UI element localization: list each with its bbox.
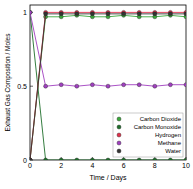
- series-point: [168, 83, 172, 87]
- plot-frame: [30, 5, 186, 160]
- series-line: [30, 12, 186, 86]
- series-point: [106, 12, 110, 16]
- series-point: [90, 83, 94, 87]
- series-point: [153, 84, 157, 88]
- legend-marker: [117, 133, 121, 137]
- legend-box: [113, 113, 183, 157]
- chart: 0 2 4 6 8 10 0 0.5 1 Time / Days Exhaust Gas Compo…: [0, 0, 193, 189]
- x-tick-label: 4: [90, 162, 94, 169]
- x-tick-label: 6: [122, 162, 126, 169]
- series-point: [184, 83, 186, 87]
- series-point: [30, 10, 32, 14]
- legend-marker: [117, 125, 121, 129]
- legend-marker: [117, 117, 121, 121]
- plot-data: [30, 10, 186, 160]
- series-point: [168, 158, 172, 160]
- x-axis-label: Time / Days: [89, 174, 127, 182]
- series-point: [153, 158, 157, 160]
- series-point: [153, 12, 157, 16]
- series-point: [122, 83, 126, 87]
- x-tick-label: 10: [182, 162, 190, 169]
- series-point: [184, 12, 186, 16]
- series-point: [59, 158, 63, 160]
- series-line: [30, 15, 186, 160]
- y-tick: [30, 86, 33, 87]
- series-point: [59, 83, 63, 87]
- series-point: [30, 10, 32, 14]
- series-point: [122, 158, 126, 160]
- series-point: [30, 158, 32, 160]
- legend-label: Hydrogen: [155, 132, 181, 138]
- series-point: [44, 84, 48, 88]
- legend-label: Carbon Dioxide: [140, 116, 182, 122]
- series-point: [75, 158, 79, 160]
- y-tick-label: 0.5: [17, 83, 27, 90]
- legend-label: Methane: [158, 140, 182, 146]
- legend-marker: [117, 141, 121, 145]
- series-point: [137, 12, 141, 16]
- series-point: [137, 83, 141, 87]
- x-tick-label: 8: [153, 162, 157, 169]
- series-point: [90, 12, 94, 16]
- series-line: [30, 12, 186, 160]
- y-axis-label: Exhaust Gas Composition / Moles: [4, 33, 12, 132]
- series-point: [122, 12, 126, 16]
- y-tick-label: 1: [23, 9, 27, 16]
- series-line: [30, 14, 186, 160]
- series-point: [137, 158, 141, 160]
- series-point: [90, 158, 94, 160]
- legend-marker: [117, 149, 121, 153]
- legend-label: Carbon Monoxide: [134, 124, 182, 130]
- x-tick-label: 2: [59, 162, 63, 169]
- series-point: [59, 12, 63, 16]
- series-point: [44, 12, 48, 16]
- series-point: [30, 158, 32, 160]
- series-point: [184, 158, 186, 160]
- series-point: [75, 84, 79, 88]
- series-point: [30, 158, 32, 160]
- series-point: [168, 12, 172, 16]
- series-point: [44, 158, 48, 160]
- legend-label: Water: [165, 148, 181, 154]
- series-point: [106, 158, 110, 160]
- series-point: [106, 84, 110, 88]
- x-tick-label: 0: [28, 162, 32, 169]
- series-point: [75, 12, 79, 16]
- series-line: [30, 12, 186, 160]
- y-tick-label: 0: [23, 157, 27, 164]
